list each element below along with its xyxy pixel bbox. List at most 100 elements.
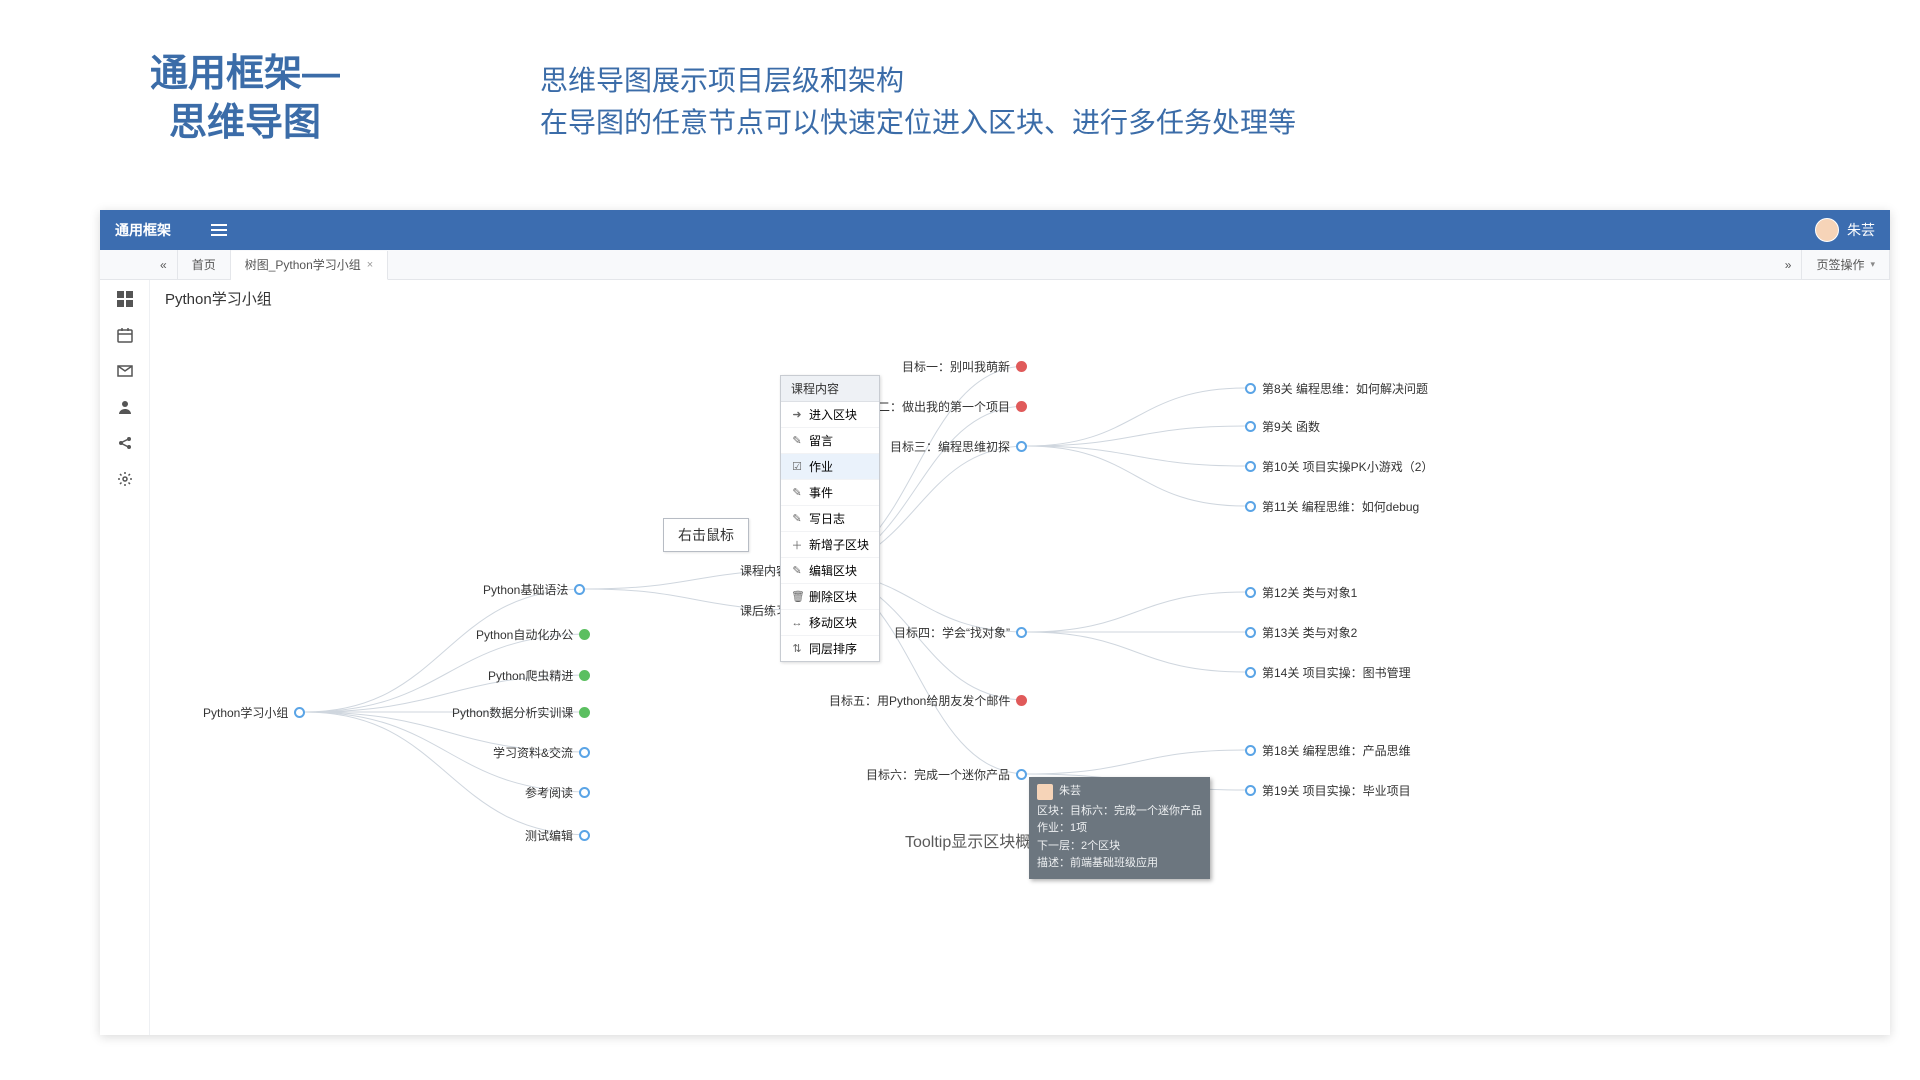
context-menu[interactable]: 课程内容 ➜进入区块✎留言☑作业✎事件✎写日志＋新增子区块✎编辑区块🗑删除区块↔… [780, 375, 880, 662]
tooltip-avatar [1037, 784, 1053, 800]
context-menu-item[interactable]: ✎事件 [781, 480, 879, 506]
tab-active-label: 树图_Python学习小组 [245, 256, 361, 273]
node-dot [1245, 383, 1256, 394]
context-menu-item-label: 进入区块 [809, 406, 857, 423]
context-menu-item-label: 作业 [809, 458, 833, 475]
mindmap-node[interactable]: 第14关 项目实操：图书管理 [1245, 664, 1411, 681]
username: 朱芸 [1847, 220, 1875, 240]
mindmap-node[interactable]: Python学习小组 [203, 704, 305, 721]
node-dot [1016, 627, 1027, 638]
user-icon[interactable] [116, 398, 134, 416]
slide-title-line2: 思维导图 [169, 102, 321, 144]
context-menu-item-label: 删除区块 [809, 588, 857, 605]
context-menu-item-icon: ➜ [791, 408, 803, 421]
node-dot [1245, 745, 1256, 756]
mindmap-node[interactable]: 第10关 项目实操PK小游戏（2） [1245, 458, 1433, 475]
node-dot [1016, 361, 1027, 372]
node-label: Python爬虫精进 [488, 667, 573, 684]
calendar-icon[interactable] [116, 326, 134, 344]
context-menu-item[interactable]: ⇅同层排序 [781, 636, 879, 661]
mindmap-node[interactable]: Python爬虫精进 [488, 667, 590, 684]
sidebar [100, 280, 150, 1035]
context-menu-item-label: 写日志 [809, 510, 845, 527]
menu-toggle-icon[interactable] [211, 224, 227, 236]
mindmap-node[interactable]: Python数据分析实训课 [452, 704, 590, 721]
node-label: 第18关 编程思维：产品思维 [1262, 742, 1411, 759]
context-menu-item[interactable]: ➜ 进入区块 [781, 402, 879, 428]
node-dot [1016, 401, 1027, 412]
page-ops-label: 页签操作 [1816, 256, 1864, 273]
node-dot [1245, 421, 1256, 432]
gear-icon[interactable] [116, 470, 134, 488]
context-menu-item[interactable]: ✎写日志 [781, 506, 879, 532]
node-dot [579, 747, 590, 758]
mindmap-node[interactable]: 目标四：学会“找对象” [894, 624, 1027, 641]
mindmap-node[interactable]: 目标五：用Python给朋友发个邮件 [829, 692, 1027, 709]
mindmap-node[interactable]: 第12关 类与对象1 [1245, 584, 1357, 601]
mindmap-node[interactable]: 第8关 编程思维：如何解决问题 [1245, 380, 1428, 397]
mindmap-node[interactable]: Python自动化办公 [476, 626, 590, 643]
mindmap-canvas[interactable]: Python学习小组 Python学习小组 Python基础语法 Python自动化… [150, 280, 1890, 1035]
tooltip-caption: Tooltip显示区块概览 [905, 828, 1047, 852]
node-dot [294, 707, 305, 718]
tab-home-label: 首页 [192, 256, 216, 273]
page-operations-menu[interactable]: 页签操作▾ [1802, 250, 1890, 279]
mindmap-node[interactable]: 测试编辑 [525, 827, 590, 844]
mindmap-node[interactable]: 学习资料&交流 [493, 744, 590, 761]
app-brand[interactable]: 通用框架 [115, 220, 171, 240]
context-menu-item[interactable]: ✎留言 [781, 428, 879, 454]
tab-home[interactable]: 首页 [178, 250, 231, 279]
node-label: 第14关 项目实操：图书管理 [1262, 664, 1411, 681]
node-label: 第19关 项目实操：毕业项目 [1262, 782, 1411, 799]
nav-forward-button[interactable]: » [1775, 250, 1803, 279]
mindmap-node[interactable]: 第18关 编程思维：产品思维 [1245, 742, 1411, 759]
nav-back-button[interactable]: « [150, 250, 178, 279]
windows-icon[interactable] [116, 290, 134, 308]
canvas-title: Python学习小组 [165, 288, 272, 309]
context-menu-item[interactable]: ＋新增子区块 [781, 532, 879, 558]
node-label: Python自动化办公 [476, 626, 573, 643]
context-menu-item-icon: ☑ [791, 460, 803, 473]
mindmap-node[interactable]: 目标六：完成一个迷你产品 [866, 766, 1027, 783]
node-label: 目标四：学会“找对象” [894, 624, 1010, 641]
context-menu-item[interactable]: ✎编辑区块 [781, 558, 879, 584]
node-label: 参考阅读 [525, 784, 573, 801]
node-label: Python数据分析实训课 [452, 704, 573, 721]
app-frame: 通用框架 朱芸 « 首页 树图_Python学习小组 × » 页签操作▾ [100, 210, 1890, 1035]
node-dot [1245, 587, 1256, 598]
mail-icon[interactable] [116, 362, 134, 380]
mindmap-node[interactable]: Python基础语法 [483, 581, 585, 598]
mindmap-node[interactable]: 参考阅读 [525, 784, 590, 801]
tab-active[interactable]: 树图_Python学习小组 × [231, 251, 388, 280]
node-dot [1016, 769, 1027, 780]
tooltip-line4: 描述：前端基础班级应用 [1037, 855, 1202, 873]
mindmap-node[interactable]: 第19关 项目实操：毕业项目 [1245, 782, 1411, 799]
node-label: 第12关 类与对象1 [1262, 584, 1357, 601]
context-menu-item-label: 移动区块 [809, 614, 857, 631]
user-menu[interactable]: 朱芸 [1815, 218, 1875, 242]
mindmap-node[interactable]: 第11关 编程思维：如何debug [1245, 498, 1419, 515]
context-menu-item-icon: ↔ [791, 617, 803, 629]
tab-close-icon[interactable]: × [367, 259, 373, 271]
share-icon[interactable] [116, 434, 134, 452]
tooltip-name: 朱芸 [1059, 783, 1081, 801]
node-dot [1245, 785, 1256, 796]
context-menu-item[interactable]: 🗑删除区块 [781, 584, 879, 610]
tooltip-line1: 区块：目标六：完成一个迷你产品 [1037, 803, 1202, 821]
context-menu-item-icon: ＋ [791, 537, 803, 553]
context-menu-item-icon: ✎ [791, 434, 803, 447]
node-dot [579, 670, 590, 681]
context-menu-item[interactable]: ☑ 作业 [781, 454, 879, 480]
slide-desc-line1: 思维导图展示项目层级和架构 [540, 60, 1296, 102]
node-label: Python学习小组 [203, 704, 288, 721]
node-label: 第9关 函数 [1262, 418, 1320, 435]
context-menu-item[interactable]: ↔ 移动区块 [781, 610, 879, 636]
mindmap-node[interactable]: 第9关 函数 [1245, 418, 1320, 435]
mindmap-node[interactable]: 目标三：编程思维初探 [890, 438, 1027, 455]
tab-row: « 首页 树图_Python学习小组 × » 页签操作▾ [100, 250, 1890, 280]
node-dot [574, 584, 585, 595]
mindmap-node[interactable]: 目标一：别叫我萌新 [902, 358, 1027, 375]
context-menu-item-label: 事件 [809, 484, 833, 501]
mindmap-node[interactable]: 第13关 类与对象2 [1245, 624, 1357, 641]
slide-title-line1: 通用框架— [150, 53, 340, 95]
